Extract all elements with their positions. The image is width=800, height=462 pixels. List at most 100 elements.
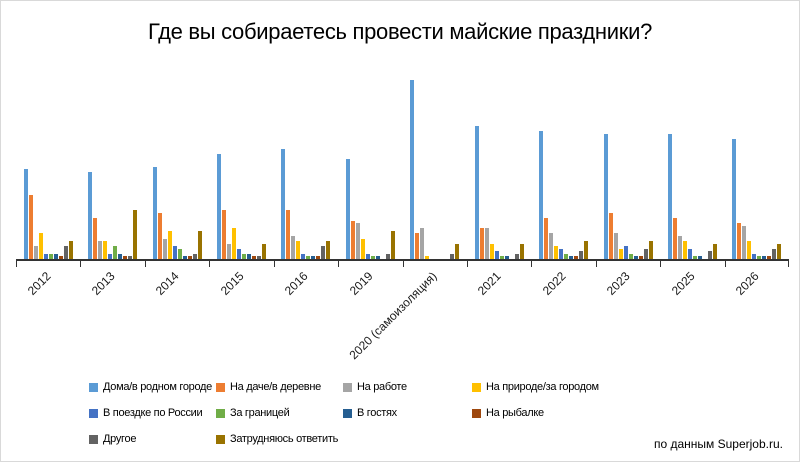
bar — [286, 210, 291, 259]
bar — [133, 210, 138, 259]
legend-label: Затрудняюсь ответить — [230, 433, 339, 445]
x-axis-label: 2026 — [733, 269, 762, 298]
legend-item: На даче/в деревне — [216, 381, 321, 393]
bar — [613, 233, 618, 259]
bar — [692, 256, 697, 259]
legend-label: В гостях — [357, 407, 397, 419]
bar — [425, 256, 430, 259]
legend-item: В гостях — [343, 407, 397, 419]
bar — [643, 248, 648, 259]
x-axis-label: 2016 — [282, 269, 311, 298]
bar — [152, 166, 157, 259]
bar — [415, 233, 420, 259]
bar — [519, 243, 524, 259]
bar — [157, 212, 162, 259]
source-attribution: по данным Superjob.ru. — [653, 437, 783, 451]
bar — [450, 253, 455, 259]
x-axis-label: 2022 — [539, 269, 569, 298]
plot-area: 2012 2013 2014 2015 2016 2019 2020 (самоизоляц… — [16, 73, 789, 362]
bar — [633, 256, 638, 259]
bar — [296, 241, 301, 259]
bar — [113, 246, 118, 259]
bar — [316, 256, 321, 259]
bar — [682, 241, 687, 259]
axis-tick — [144, 261, 146, 267]
bar — [68, 241, 73, 259]
bar — [474, 125, 479, 259]
bar — [226, 243, 231, 259]
bar — [231, 228, 236, 259]
legend-item: На природе/за городом — [472, 381, 599, 393]
axis-tick — [660, 261, 662, 267]
chart-title: Где вы собираетесь провести майские праз… — [147, 19, 653, 44]
bar — [118, 253, 123, 259]
axis-tick — [595, 261, 597, 267]
bar-group: 2013 — [80, 73, 144, 298]
bar — [53, 253, 58, 259]
x-axis-label: 2025 — [668, 269, 698, 298]
bar — [98, 241, 103, 259]
bar — [410, 79, 415, 259]
bar — [707, 251, 712, 259]
axis-tick — [788, 261, 789, 267]
x-axis-label: 2014 — [153, 269, 183, 298]
bar — [261, 243, 266, 259]
bar — [672, 218, 677, 259]
bar-group: 2025 — [660, 73, 724, 298]
bar — [494, 251, 499, 259]
legend-label: В поездке по России — [103, 407, 203, 419]
bar — [128, 256, 133, 259]
bar — [375, 256, 380, 259]
bar — [63, 246, 68, 259]
bar — [554, 246, 559, 259]
bar — [236, 248, 241, 259]
bar — [321, 246, 326, 259]
bar — [48, 253, 53, 259]
bar — [28, 195, 33, 259]
legend-swatch-icon — [89, 408, 98, 418]
bar — [777, 243, 782, 259]
bar — [33, 246, 38, 259]
bar — [108, 253, 113, 259]
bar — [772, 248, 777, 259]
bar — [579, 251, 584, 259]
axis-tick — [531, 261, 533, 267]
legend-label: На природе/за городом — [486, 381, 599, 393]
bar — [732, 138, 737, 259]
axis-tick — [338, 261, 340, 267]
legend-item: На работе — [343, 381, 407, 393]
bar-group: 2022 — [531, 73, 595, 298]
bar — [544, 218, 549, 259]
bar — [767, 256, 772, 259]
bar — [390, 230, 395, 259]
axis-tick — [273, 261, 275, 267]
bar — [123, 256, 128, 259]
bar-group: 2014 — [144, 73, 209, 298]
bar — [455, 243, 460, 259]
bar — [162, 238, 167, 259]
bar — [197, 230, 202, 259]
bar — [301, 253, 306, 259]
bar — [574, 256, 579, 259]
bar-group: 2026 — [724, 73, 789, 298]
bar — [241, 253, 246, 259]
bar-group: 2023 — [595, 73, 660, 298]
bar — [385, 253, 390, 259]
bar — [762, 256, 767, 259]
axis-tick — [16, 261, 17, 267]
bar — [43, 253, 48, 259]
bar — [256, 256, 261, 259]
bar-group: 2019 — [338, 73, 402, 298]
bar — [667, 133, 672, 259]
bar — [638, 256, 643, 259]
x-axis-label: 2012 — [24, 269, 54, 298]
legend-label: На работе — [357, 381, 407, 393]
bar — [172, 246, 177, 259]
bar — [752, 253, 757, 259]
legend-swatch-icon — [89, 434, 98, 444]
bar — [539, 131, 544, 259]
bar — [221, 210, 226, 259]
legend-label: На рыбалке — [486, 407, 544, 419]
bar — [365, 253, 370, 259]
